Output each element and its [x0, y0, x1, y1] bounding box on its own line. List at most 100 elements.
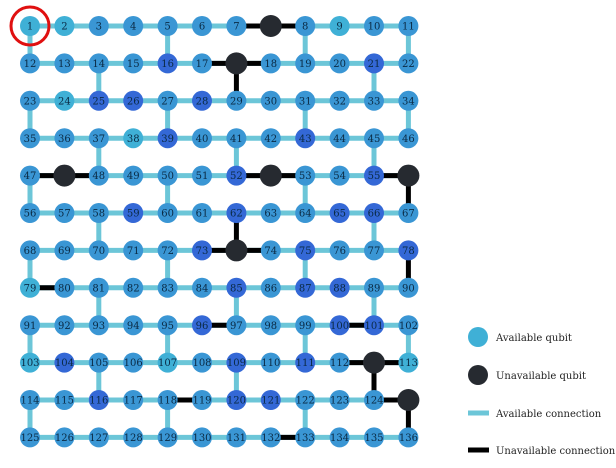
qubit-label: 83 — [161, 283, 174, 294]
available-qubit-circle — [88, 128, 109, 149]
available-qubit-circle — [157, 390, 178, 410]
available-qubit-circle — [398, 277, 419, 298]
qubit-60: 60 — [157, 203, 178, 223]
qubit-label: 119 — [192, 396, 211, 407]
qubit-label: 121 — [261, 396, 280, 407]
qubit-49: 49 — [123, 165, 144, 186]
available-qubit-circle — [157, 203, 178, 223]
qubit-label: 68 — [24, 246, 37, 257]
available-qubit-circle — [192, 240, 212, 261]
available-qubit-circle — [260, 240, 281, 261]
available-qubit-circle — [260, 53, 281, 74]
qubit-label: 45 — [368, 134, 381, 145]
available-qubit-circle — [295, 427, 316, 448]
qubit-label: 111 — [296, 358, 315, 369]
qubit-label: 116 — [89, 396, 108, 407]
qubit-62: 62 — [226, 203, 247, 223]
available-qubit-circle — [364, 128, 384, 149]
qubit-label: 106 — [124, 358, 143, 369]
qubit-label: 19 — [299, 59, 312, 70]
available-qubit-circle — [54, 390, 75, 410]
available-qubit-circle — [329, 240, 350, 261]
qubit-118: 118 — [157, 390, 178, 410]
qubit-label: 75 — [299, 246, 312, 257]
qubit-76: 76 — [329, 240, 350, 261]
qubit-6: 6 — [192, 16, 212, 36]
available-qubit-circle — [329, 53, 350, 74]
qubit-label: 29 — [230, 96, 243, 107]
available-qubit-circle — [295, 352, 316, 373]
qubit-99: 99 — [295, 315, 316, 336]
available-qubit-circle — [226, 352, 247, 373]
legend-unavailable-qubit-label: Unavailable qubit — [496, 371, 586, 382]
highlight-layer — [9, 5, 51, 47]
available-qubit-circle — [157, 352, 178, 373]
qubit-94: 94 — [123, 315, 144, 336]
qubit-114: 114 — [20, 390, 40, 410]
available-qubit-circle — [123, 277, 144, 298]
qubit-17: 17 — [192, 53, 212, 74]
available-qubit-circle — [20, 240, 40, 261]
available-qubit-circle — [364, 53, 384, 74]
qubit-38: 38 — [123, 128, 144, 149]
available-qubit-circle — [157, 240, 178, 261]
available-qubit-circle — [20, 53, 40, 74]
qubit-37: 37 — [88, 128, 109, 149]
qubit-label: 56 — [24, 209, 37, 220]
available-qubit-circle — [295, 390, 316, 410]
legend-unavailable-qubit: Unavailable qubit — [468, 365, 586, 385]
available-qubit-circle — [260, 90, 281, 111]
available-qubit-circle — [88, 352, 109, 373]
qubit-label: 69 — [58, 246, 71, 257]
qubit-40: 40 — [192, 128, 212, 149]
available-qubit-circle — [192, 277, 212, 298]
available-qubit-circle — [329, 16, 350, 36]
qubit-69: 69 — [54, 240, 75, 261]
available-qubit-circle — [54, 315, 75, 336]
qubit-label: 77 — [368, 246, 381, 257]
available-qubit-circle — [123, 53, 144, 74]
available-qubit-circle — [329, 165, 350, 186]
available-qubit-circle — [157, 53, 178, 74]
qubit-67: 67 — [398, 203, 419, 223]
qubit-18: 18 — [260, 53, 281, 74]
available-qubit-circle — [20, 390, 40, 410]
qubit-label: 7 — [233, 22, 239, 33]
available-qubit-circle — [54, 427, 75, 448]
qubit-label: 54 — [333, 171, 346, 182]
available-qubit-circle — [364, 277, 384, 298]
available-qubit-circle — [226, 16, 247, 36]
qubit-7: 7 — [226, 16, 247, 36]
qubit-label: 74 — [264, 246, 277, 257]
available-qubit-circle — [364, 90, 384, 111]
available-qubit-circle — [88, 315, 109, 336]
qubit-label: 99 — [299, 321, 312, 332]
qubit-label: 11 — [402, 22, 415, 33]
qubit-102: 102 — [398, 315, 419, 336]
available-qubit-circle — [54, 240, 75, 261]
legend-unavailable-qubit-swatch — [468, 365, 488, 385]
qubit-2: 2 — [54, 16, 75, 36]
qubit-95: 95 — [157, 315, 178, 336]
qubit-73: 73 — [192, 240, 212, 261]
qubit-label: 31 — [299, 96, 312, 107]
qubit-label: 28 — [196, 96, 209, 107]
legend-available-qubit-label: Available qubit — [495, 333, 572, 344]
available-qubit-circle — [192, 427, 212, 448]
qubit-132: 132 — [260, 427, 281, 448]
qubit-label: 117 — [124, 396, 143, 407]
qubit-85: 85 — [226, 277, 247, 298]
qubit-label: 13 — [58, 59, 71, 70]
available-qubit-circle — [226, 390, 247, 410]
qubit-36: 36 — [54, 128, 75, 149]
qubit-label: 8 — [302, 22, 308, 33]
qubit-79: 79 — [20, 277, 40, 298]
unavailable-qubit — [225, 239, 248, 262]
qubit-label: 125 — [20, 433, 39, 444]
qubit-35: 35 — [20, 128, 40, 149]
qubit-label: 43 — [299, 134, 312, 145]
available-qubit-circle — [192, 128, 212, 149]
qubit-81: 81 — [88, 277, 109, 298]
unavailable-qubit — [53, 164, 76, 187]
qubit-label: 87 — [299, 283, 312, 294]
